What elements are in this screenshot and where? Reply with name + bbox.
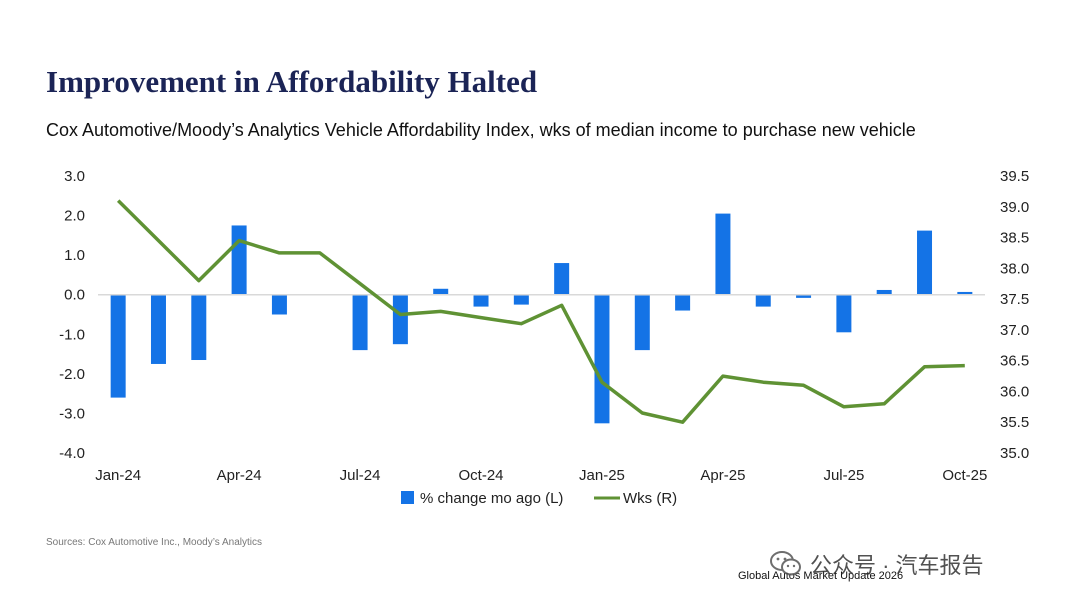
wechat-icon xyxy=(770,551,801,576)
x-tick-label: Jan-25 xyxy=(579,467,625,484)
left-axis-ticks: 3.0 2.0 1.0 0.0 -1.0 -2.0 -3.0 -4.0 xyxy=(59,168,85,462)
bar-jan-24 xyxy=(110,294,126,398)
affordability-chart: 3.0 2.0 1.0 0.0 -1.0 -2.0 -3.0 -4.0 39.5 39.0 38.… xyxy=(59,168,1029,507)
right-tick-label: 38.5 xyxy=(1000,230,1029,247)
legend: % change mo ago (L) Wks (R) xyxy=(401,490,677,507)
bar-dec-24 xyxy=(554,263,570,295)
wks-line-series xyxy=(116,199,965,424)
watermark-text: 公众号 · 汽车报告 xyxy=(810,553,984,578)
bar-oct-24 xyxy=(473,294,489,307)
left-tick-label: -4.0 xyxy=(59,445,85,462)
right-tick-label: 38.0 xyxy=(1000,260,1029,277)
bar-series xyxy=(110,213,973,424)
bar-apr-25 xyxy=(715,213,731,295)
sources-note: Sources: Cox Automotive Inc., Moody’s An… xyxy=(46,537,263,548)
right-axis-ticks: 39.5 39.0 38.5 38.0 37.5 37.0 36.5 36.0 35.5 35.0 xyxy=(1000,168,1029,462)
legend-bar-swatch xyxy=(401,491,414,504)
bar-may-24 xyxy=(271,294,287,315)
bar-aug-25 xyxy=(876,289,892,295)
bar-apr-24 xyxy=(231,225,247,295)
bar-aug-24 xyxy=(392,294,408,345)
bar-feb-25 xyxy=(634,294,650,351)
x-tick-label: Jul-24 xyxy=(340,467,381,484)
chart-title: Improvement in Affordability Halted xyxy=(46,64,538,99)
bar-may-25 xyxy=(755,294,771,307)
left-tick-label: 1.0 xyxy=(64,247,85,264)
right-tick-label: 37.5 xyxy=(1000,291,1029,308)
left-tick-label: -3.0 xyxy=(59,405,85,422)
bar-jun-25 xyxy=(796,294,812,298)
left-tick-label: -1.0 xyxy=(59,326,85,343)
bar-sep-24 xyxy=(433,288,449,295)
right-tick-label: 35.0 xyxy=(1000,445,1029,462)
right-tick-label: 39.0 xyxy=(1000,199,1029,216)
chart-subtitle: Cox Automotive/Moody’s Analytics Vehicle… xyxy=(46,120,916,140)
bar-jan-25 xyxy=(594,294,610,424)
watermark: 公众号 · 汽车报告 xyxy=(770,548,984,580)
x-tick-label: Jul-25 xyxy=(823,467,864,484)
left-tick-label: -2.0 xyxy=(59,366,85,383)
x-tick-label: Oct-25 xyxy=(942,467,987,484)
legend-bar-label: % change mo ago (L) xyxy=(420,490,563,507)
x-tick-label: Apr-25 xyxy=(700,467,745,484)
right-tick-label: 36.0 xyxy=(1000,383,1029,400)
report-footer: Global Autos Market Update 2026 xyxy=(738,570,904,582)
left-tick-label: 0.0 xyxy=(64,287,85,304)
left-tick-label: 3.0 xyxy=(64,168,85,185)
bar-jul-24 xyxy=(352,294,368,351)
bar-mar-25 xyxy=(675,294,691,311)
x-tick-label: Jan-24 xyxy=(95,467,141,484)
bar-feb-24 xyxy=(150,294,166,364)
legend-line-label: Wks (R) xyxy=(623,490,677,507)
right-tick-label: 36.5 xyxy=(1000,353,1029,370)
bar-sep-25 xyxy=(917,230,933,295)
bar-oct-25 xyxy=(957,291,973,295)
bar-jul-25 xyxy=(836,294,852,333)
right-tick-label: 37.0 xyxy=(1000,322,1029,339)
left-tick-label: 2.0 xyxy=(64,208,85,225)
bar-mar-24 xyxy=(191,294,207,361)
right-tick-label: 39.5 xyxy=(1000,168,1029,185)
bar-nov-24 xyxy=(513,294,529,305)
x-axis-ticks: Jan-24 Apr-24 Jul-24 Oct-24 Jan-25 Apr-25 Jul-… xyxy=(95,467,987,484)
x-tick-label: Oct-24 xyxy=(459,467,504,484)
right-tick-label: 35.5 xyxy=(1000,414,1029,431)
x-tick-label: Apr-24 xyxy=(217,467,262,484)
